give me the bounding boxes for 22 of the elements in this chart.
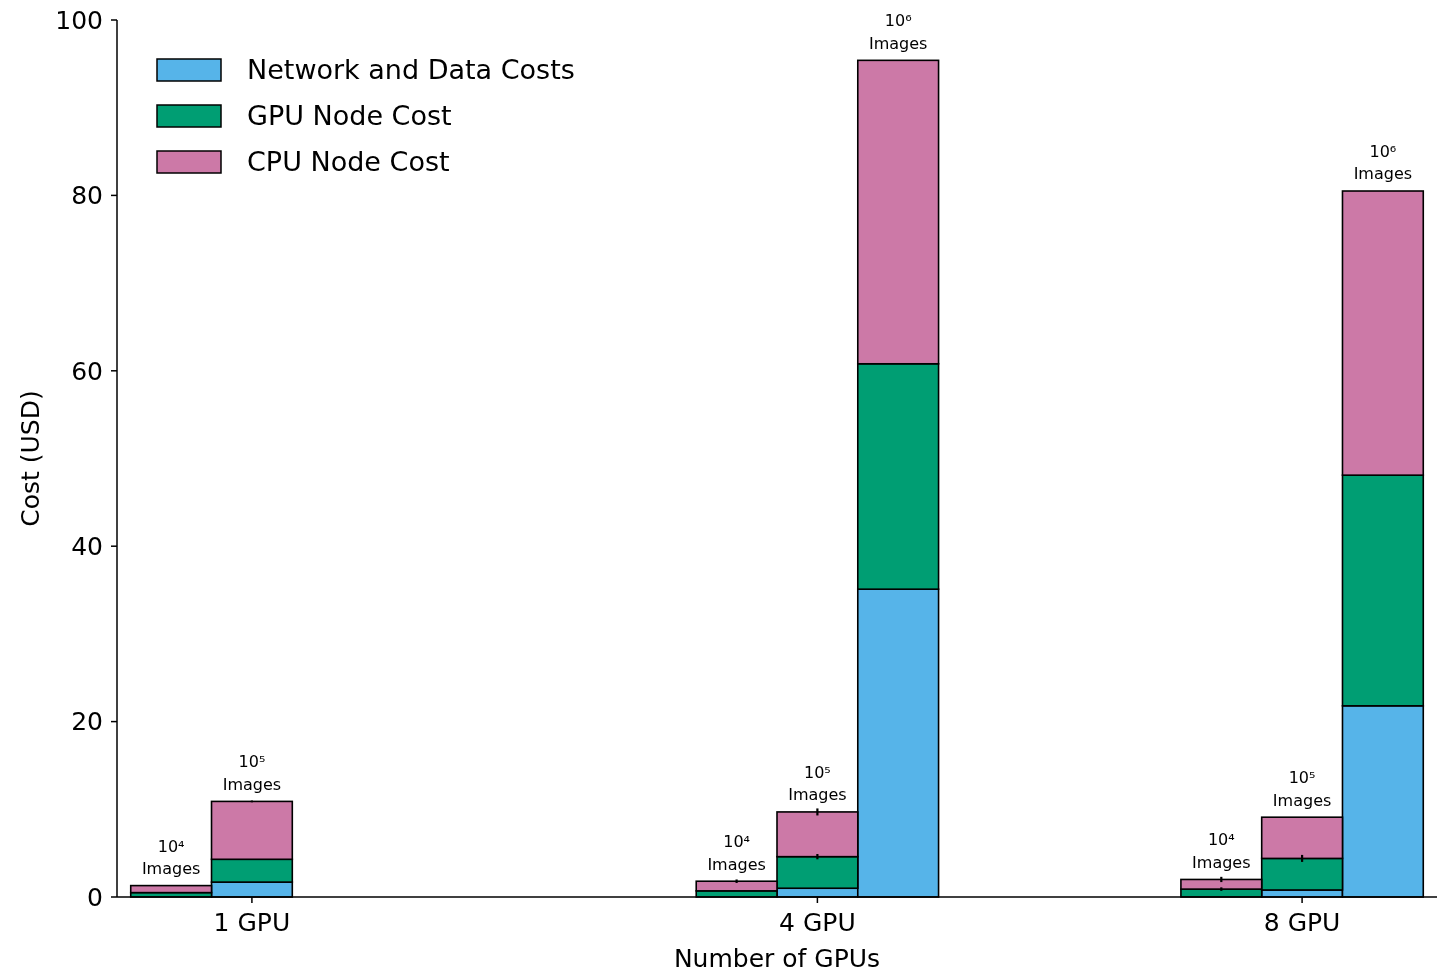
annotation: 10⁵ Images — [788, 762, 847, 805]
y-tick-label: 100 — [55, 5, 103, 35]
x-tick-label: 1 GPU — [213, 908, 291, 937]
annotation: 10⁴ Images — [1192, 830, 1251, 872]
annotation: 10⁶ Images — [868, 11, 928, 53]
legend-label: GPU Node Cost — [247, 100, 452, 132]
annotation: 10⁴ Images — [707, 832, 766, 874]
y-tick-label: 0 — [87, 882, 103, 912]
annotation: 10⁵ Images — [1272, 768, 1332, 810]
x-tick-label: 8 GPU — [1263, 908, 1341, 937]
x-axis-title: Number of GPUs — [673, 944, 881, 973]
annotation: 10⁵ Images — [222, 752, 282, 794]
annotation: 10⁶ Images — [1353, 142, 1413, 184]
y-tick-label: 60 — [71, 356, 103, 386]
legend-label: CPU Node Cost — [247, 146, 450, 178]
y-tick-label: 80 — [71, 181, 103, 211]
annotation: 10⁴ Images — [141, 836, 201, 878]
y-tick-label: 20 — [71, 707, 103, 737]
y-tick-label: 40 — [71, 531, 103, 561]
y-axis-title: Cost (USD) — [16, 390, 45, 527]
legend-label: Network and Data Costs — [247, 54, 575, 86]
x-tick-label: 4 GPU — [779, 908, 856, 937]
